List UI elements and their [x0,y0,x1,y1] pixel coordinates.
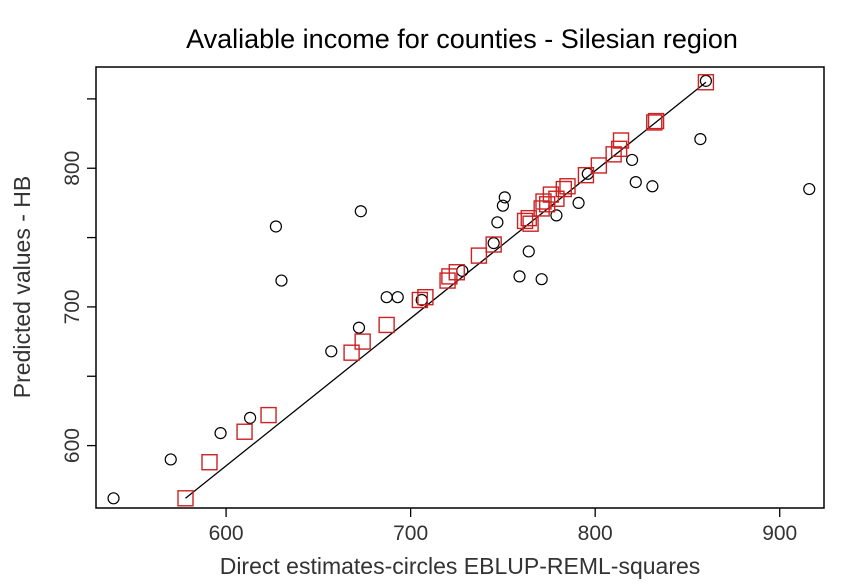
square-point [485,236,502,253]
square-point [590,157,608,174]
square-point [343,344,360,361]
circle-point [496,199,510,212]
x-tick-label: 700 [393,522,428,545]
circle-point [243,411,257,424]
circle-point [629,176,642,189]
y-tick-label: 800 [61,151,84,186]
fit-line [185,81,707,499]
plot-frame [95,66,825,509]
square-point [439,272,456,289]
circle-point [107,492,120,505]
square-point [646,114,663,131]
square-point [417,289,434,306]
square-point [470,247,488,264]
circle-point [164,453,177,466]
y-axis-label: Predicted values - HB [9,176,35,398]
square-point [516,212,534,230]
square-point [612,132,630,149]
circle-point [694,133,707,146]
x-tick-label: 800 [578,522,613,545]
circle-point [491,216,504,229]
square-point [610,140,628,158]
x-axis: 600 700 800 900 [209,508,797,545]
x-tick-label: 600 [209,522,244,545]
square-point [201,454,218,471]
eblup-reml-squares [177,74,715,507]
circle-point [803,182,816,196]
square-point [411,291,429,309]
y-tick-label: 600 [61,428,84,463]
circle-point [269,220,283,233]
circle-point [522,245,535,258]
square-point [522,215,539,232]
circle-point [699,74,712,87]
circle-point [487,237,500,250]
square-point [559,178,576,195]
square-point [538,196,556,213]
square-point [647,112,665,130]
circle-point [550,209,563,222]
y-tick-label: 700 [61,289,84,324]
circle-point [391,291,404,304]
circle-point [354,205,367,218]
circle-point [380,291,393,304]
square-point [448,264,465,281]
x-tick-label: 900 [762,522,797,545]
circle-point [498,191,511,204]
circle-point [646,180,659,193]
square-point [555,180,573,198]
circle-point [325,345,338,358]
circle-point [456,264,469,277]
chart-title: Avaliable income for counties - Silesian… [186,24,738,54]
direct-estimates-circles [107,74,816,505]
square-point [378,316,395,334]
circle-point [535,273,548,286]
square-point [177,490,194,507]
circle-point [513,270,526,283]
x-axis-label: Direct estimates-circles EBLUP-REML-squa… [220,553,701,579]
square-point [542,186,560,203]
circle-point [572,196,585,210]
square-point [520,209,537,227]
circle-point [214,427,227,440]
circle-point [275,274,288,287]
circle-point [352,321,366,334]
circle-point [625,153,639,167]
square-point [236,423,253,440]
square-point [577,166,595,184]
y-axis: 600 700 800 [61,98,96,463]
square-point [260,406,277,424]
square-point [697,74,715,91]
square-point [354,333,371,350]
